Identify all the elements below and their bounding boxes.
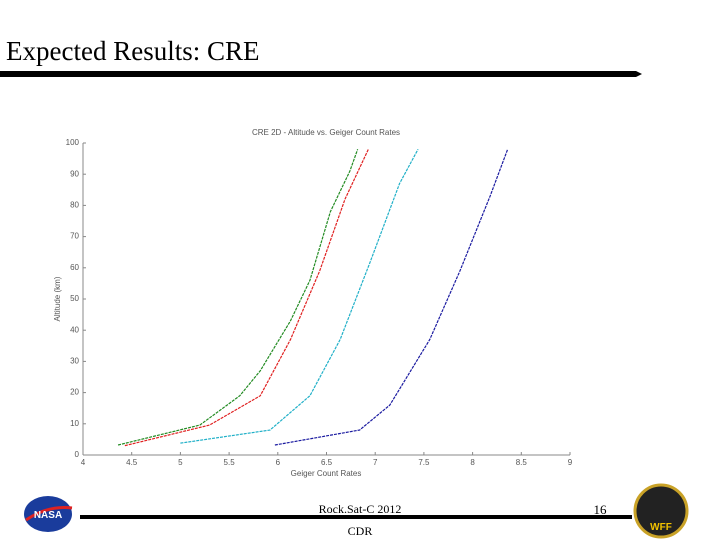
x-tick-label: 6.5	[321, 458, 333, 467]
y-tick-label: 50	[70, 294, 79, 303]
series-line	[124, 148, 369, 447]
x-tick-label: 8	[470, 458, 475, 467]
y-tick-label: 80	[70, 201, 79, 210]
footer-rule	[80, 515, 632, 519]
x-tick-label: 6	[276, 458, 281, 467]
x-tick-label: 5	[178, 458, 183, 467]
slide-title: Expected Results: CRE	[6, 36, 259, 66]
y-tick-label: 70	[70, 232, 79, 241]
y-tick-label: 20	[70, 388, 79, 397]
x-tick-label: 5.5	[224, 458, 236, 467]
nasa-swoosh	[25, 506, 73, 522]
subfooter: CDR	[348, 524, 373, 538]
chart-title: CRE 2D - Altitude vs. Geiger Count Rates	[252, 128, 400, 137]
x-tick-label: 4	[81, 458, 86, 467]
footer: Rock.Sat-C 2012	[319, 502, 402, 516]
page-number: 16	[594, 502, 608, 517]
y-tick-label: 100	[66, 138, 80, 147]
series-line	[274, 149, 509, 446]
series-line	[180, 148, 419, 444]
y-tick-label: 0	[75, 450, 80, 459]
wff-text: WFF	[650, 522, 672, 533]
x-tick-label: 9	[568, 458, 573, 467]
y-axis-label: Altitude (km)	[53, 276, 62, 321]
y-tick-label: 60	[70, 263, 79, 272]
nasa-logo	[24, 496, 72, 532]
x-tick-label: 7	[373, 458, 378, 467]
rule-tip	[636, 71, 642, 77]
y-tick-label: 30	[70, 357, 79, 366]
title-rule	[0, 71, 636, 77]
x-tick-label: 7.5	[418, 458, 430, 467]
wff-logo	[633, 483, 689, 539]
x-tick-label: 8.5	[516, 458, 528, 467]
nasa-text: NASA	[34, 510, 62, 521]
y-tick-label: 40	[70, 325, 79, 334]
y-tick-label: 10	[70, 419, 79, 428]
series-line	[117, 149, 359, 446]
y-tick-label: 90	[70, 169, 79, 178]
x-axis-label: Geiger Count Rates	[291, 469, 362, 478]
x-tick-label: 4.5	[126, 458, 138, 467]
